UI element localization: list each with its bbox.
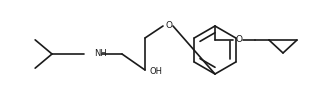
Text: OH: OH [149,68,162,76]
Text: O: O [235,34,242,44]
Text: O: O [166,21,173,29]
Text: NH: NH [94,48,107,57]
